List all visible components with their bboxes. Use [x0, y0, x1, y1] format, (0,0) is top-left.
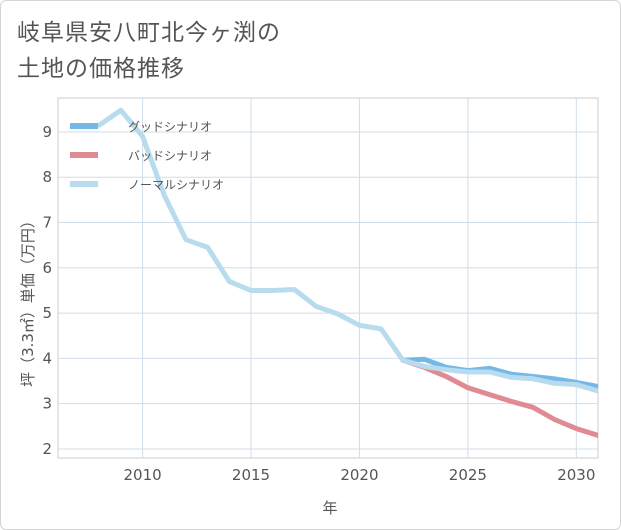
y-tick-label-5: 5 [42, 304, 52, 322]
y-tick-label-9: 9 [42, 123, 52, 141]
series-line-2 [96, 107, 598, 394]
series-line-1 [400, 357, 598, 438]
y-tick-label-7: 7 [42, 214, 52, 232]
y-tick-label-2: 2 [42, 440, 52, 458]
x-axis-title: 年 [322, 499, 337, 517]
chart-title-line1: 岐阜県安八町北今ヶ渕の [17, 20, 281, 46]
legend-label-2: ノーマルシナリオ [128, 178, 224, 192]
plot-area-border [57, 97, 599, 459]
x-tick-label-2030: 2030 [557, 466, 595, 484]
y-tick-label-4: 4 [42, 349, 52, 367]
y-tick-label-6: 6 [42, 259, 52, 277]
x-tick-label-2010: 2010 [123, 466, 161, 484]
series-line-0 [400, 356, 598, 389]
y-axis-ticks: 2 3 4 5 6 7 8 9 [42, 123, 52, 458]
x-tick-label-2020: 2020 [340, 466, 378, 484]
y-axis-title: 坪（3.3㎡）単価（万円） [19, 213, 37, 387]
x-tick-label-2015: 2015 [232, 466, 270, 484]
x-tick-label-2025: 2025 [449, 466, 487, 484]
x-axis-ticks: 2010 2015 2020 2025 2030 [123, 466, 595, 484]
chart-title: 岐阜県安八町北今ヶ渕の 土地の価格推移 [17, 15, 281, 87]
chart-title-line2: 土地の価格推移 [17, 56, 185, 82]
grid-lines [58, 98, 598, 458]
series-lines [96, 107, 598, 438]
legend-label-1: バッドシナリオ [128, 149, 212, 163]
legend-label-0: グッドシナリオ [128, 120, 212, 134]
y-tick-label-3: 3 [42, 395, 52, 413]
y-tick-label-8: 8 [42, 168, 52, 186]
